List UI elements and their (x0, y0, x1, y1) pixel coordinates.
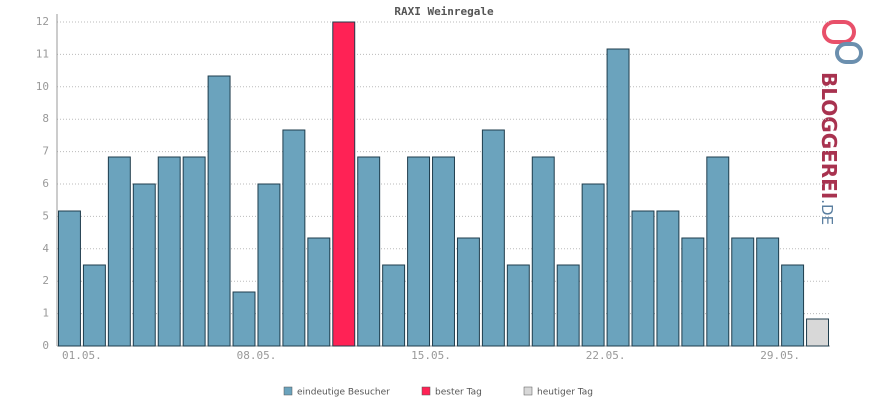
bar (257, 183, 281, 347)
y-tick-label: 11 (36, 47, 49, 60)
bar (756, 237, 780, 347)
bar (706, 156, 730, 347)
bar (332, 21, 356, 347)
bar (581, 183, 605, 347)
legend-label: eindeutige Besucher (297, 388, 390, 398)
legend-swatch (421, 386, 431, 396)
y-tick-label: 4 (42, 242, 49, 255)
bar (307, 237, 331, 347)
bar (382, 264, 406, 347)
logo-text: BLOGGEREI.DE (817, 72, 841, 225)
bar (531, 156, 555, 347)
x-tick-label: 08.05. (237, 349, 277, 362)
logo-word: BLOGGEREI (817, 72, 841, 199)
bar (432, 156, 455, 347)
y-tick-label: 12 (36, 15, 49, 28)
bar (232, 291, 256, 347)
bar (631, 210, 655, 347)
bar (82, 264, 106, 347)
y-tick-label: 6 (42, 177, 49, 190)
y-tick-label: 1 (42, 307, 49, 320)
x-tick-label: 22.05. (586, 349, 626, 362)
bar (806, 318, 830, 347)
bar (731, 237, 755, 347)
bar (506, 264, 530, 347)
bar (407, 156, 431, 347)
bar (207, 75, 231, 347)
y-tick-label: 0 (42, 339, 49, 352)
x-tick-label: 01.05. (62, 349, 102, 362)
bar (456, 237, 480, 347)
bar (606, 48, 630, 347)
bar (132, 183, 156, 347)
y-tick-label: 5 (42, 209, 49, 222)
x-tick-label: 29.05. (760, 349, 800, 362)
y-tick-label: 8 (42, 112, 49, 125)
y-tick-label: 2 (42, 274, 49, 287)
bar (481, 129, 505, 347)
bar (681, 237, 705, 347)
bar (157, 156, 181, 347)
bar (556, 264, 580, 347)
bar (57, 210, 81, 347)
bar (282, 129, 306, 347)
bar (357, 156, 381, 347)
bar (656, 210, 680, 347)
logo-icon (822, 20, 856, 44)
logo-icon (835, 42, 863, 64)
x-tick-label: 15.05. (411, 349, 451, 362)
bar (182, 156, 206, 347)
logo-suffix: .DE (818, 199, 836, 225)
legend-swatch (523, 386, 533, 396)
bar (107, 156, 131, 347)
legend-swatch (283, 386, 293, 396)
logo: BLOGGEREI.DE (817, 20, 863, 225)
chart-title: RAXI Weinregale (394, 5, 494, 18)
y-tick-label: 10 (36, 80, 49, 93)
legend-label: bester Tag (435, 388, 482, 398)
bar (781, 264, 805, 347)
y-tick-label: 7 (42, 145, 49, 158)
legend-label: heutiger Tag (537, 388, 593, 398)
